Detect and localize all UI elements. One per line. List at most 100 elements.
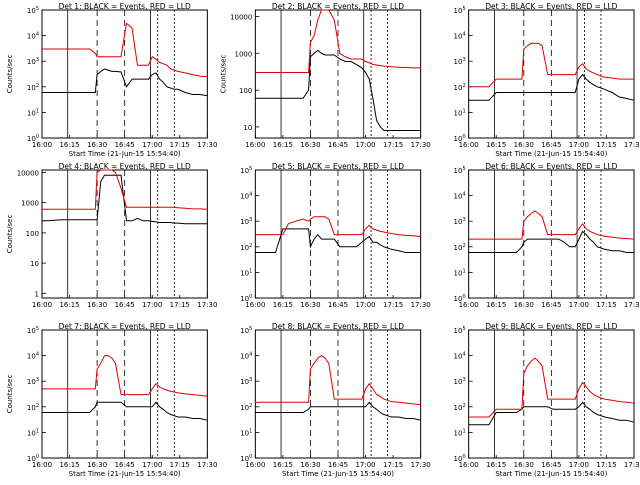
y-tick-label: 105 [27, 326, 39, 335]
series-line-lld [42, 22, 208, 78]
panel-title: Det 8: BLACK = Events, RED = LLD [272, 322, 404, 331]
x-tick-label: 16:00 [245, 461, 265, 469]
y-tick-label: 103 [454, 57, 466, 66]
x-tick-label: 16:15 [273, 141, 293, 149]
series-line-lld [468, 210, 635, 240]
x-tick-label: 17:00 [355, 141, 375, 149]
y-tick-label: 103 [240, 217, 252, 226]
x-tick-label: 16:30 [87, 301, 107, 309]
series-line-lld [42, 355, 208, 397]
x-tick-label: 17:00 [355, 301, 375, 309]
y-tick-label: 104 [27, 32, 39, 41]
x-tick-label: 16:15 [486, 461, 506, 469]
panel-det-5: 100 101 102 103 104 105 16:00 16:15 16:30 16:45 17… [240, 162, 431, 309]
x-tick-label: 16:45 [115, 301, 135, 309]
panel-det-2: 10 100 1000 10000 16:00 16:15 16:30 16:45 17:00 1… [219, 2, 430, 149]
x-tick-label: 17:15 [596, 141, 616, 149]
series-line-lld [255, 354, 421, 406]
y-tick-label: 100 [27, 454, 39, 463]
panel-det-3: 100 101 102 103 104 105 16:00 16:15 16:30 16:45 17… [454, 2, 640, 158]
x-tick-label: 17:30 [411, 141, 431, 149]
y-tick-label: 100 [240, 454, 252, 463]
x-tick-label: 17:00 [569, 141, 589, 149]
x-tick-label: 16:30 [87, 461, 107, 469]
x-tick-label: 16:15 [273, 301, 293, 309]
x-tick-label: 16:45 [541, 141, 561, 149]
x-tick-label: 16:45 [328, 461, 348, 469]
y-tick-label: 104 [240, 352, 252, 361]
x-tick-label: 16:00 [32, 141, 52, 149]
series-line-events [468, 401, 635, 426]
y-tick-label: 101 [454, 428, 466, 437]
panel-det-8: 100 101 102 103 104 105 16:00 16:15 16:30 16:45 17… [240, 322, 431, 478]
y-tick-label: 1 [35, 290, 39, 298]
x-tick-label: 16:00 [459, 141, 479, 149]
series-line-events [255, 401, 421, 421]
panel-title: Det 5: BLACK = Events, RED = LLD [272, 162, 404, 171]
y-tick-label: 104 [454, 32, 466, 41]
y-tick-label: 105 [240, 326, 252, 335]
y-tick-label: 102 [27, 83, 39, 92]
y-tick-label: 101 [454, 268, 466, 277]
series-line-events [255, 228, 421, 253]
x-tick-label: 17:15 [383, 301, 403, 309]
x-axis-label: Start Time (21-Jun-15 15:54:40) [495, 150, 607, 158]
y-tick-label: 100 [27, 134, 39, 143]
y-tick-label: 102 [240, 403, 252, 412]
x-tick-label: 16:00 [459, 301, 479, 309]
x-tick-label: 16:45 [328, 141, 348, 149]
panel-title: Det 9: BLACK = Events, RED = LLD [485, 322, 617, 331]
x-tick-label: 17:30 [411, 461, 431, 469]
x-tick-label: 17:15 [170, 301, 190, 309]
panel-det-7: 100 101 102 103 104 105 16:00 16:15 16:30 16:45 17… [6, 322, 217, 478]
x-tick-label: 16:45 [541, 461, 561, 469]
y-tick-label: 1000 [21, 200, 39, 208]
series-line-events [42, 401, 208, 421]
x-tick-label: 16:15 [486, 301, 506, 309]
y-tick-label: 105 [27, 6, 39, 15]
y-tick-label: 102 [27, 403, 39, 412]
x-tick-label: 16:30 [514, 461, 534, 469]
panel-det-6: 100 101 102 103 104 105 16:00 16:15 16:30 16:45 17… [454, 162, 640, 309]
y-tick-label: 104 [27, 352, 39, 361]
x-tick-label: 17:00 [569, 301, 589, 309]
x-tick-label: 16:00 [245, 301, 265, 309]
x-tick-label: 16:30 [514, 141, 534, 149]
y-tick-label: 101 [27, 428, 39, 437]
panel-title: Det 7: BLACK = Events, RED = LLD [59, 322, 191, 331]
x-tick-label: 17:00 [569, 461, 589, 469]
y-tick-label: 103 [454, 217, 466, 226]
x-tick-label: 17:00 [142, 461, 162, 469]
x-tick-label: 16:00 [32, 301, 52, 309]
y-tick-label: 100 [26, 230, 39, 238]
y-tick-label: 100 [240, 294, 252, 303]
panel-det-9: 100 101 102 103 104 105 16:00 16:15 16:30 16:45 17… [454, 322, 640, 478]
y-axis-label: Counts/sec [6, 55, 14, 94]
y-tick-label: 10 [30, 260, 39, 268]
x-tick-label: 17:30 [624, 141, 640, 149]
x-tick-label: 16:00 [459, 461, 479, 469]
y-tick-label: 102 [454, 403, 466, 412]
y-tick-label: 103 [240, 377, 252, 386]
series-line-lld [42, 169, 208, 210]
x-axis-label: Start Time (21-Jun-15 15:54:40) [495, 470, 607, 478]
x-tick-label: 17:15 [170, 461, 190, 469]
x-tick-label: 16:45 [115, 141, 135, 149]
series-line-events [255, 49, 421, 131]
x-tick-label: 17:30 [624, 461, 640, 469]
y-tick-label: 104 [454, 352, 466, 361]
series-line-events [42, 68, 208, 97]
panel-title: Det 3: BLACK = Events, RED = LLD [485, 2, 617, 11]
x-tick-label: 17:30 [197, 141, 217, 149]
panel-title: Det 2: BLACK = Events, RED = LLD [272, 2, 404, 11]
x-tick-label: 17:15 [596, 461, 616, 469]
panel-title: Det 4: BLACK = Events, RED = LLD [59, 162, 191, 171]
y-tick-label: 105 [240, 166, 252, 175]
y-axis-label: Counts/sec [6, 215, 14, 254]
y-tick-label: 102 [240, 243, 252, 252]
x-tick-label: 16:15 [59, 301, 79, 309]
y-tick-label: 102 [454, 83, 466, 92]
x-tick-label: 16:15 [486, 141, 506, 149]
y-tick-label: 103 [27, 57, 39, 66]
x-tick-label: 16:30 [300, 141, 320, 149]
